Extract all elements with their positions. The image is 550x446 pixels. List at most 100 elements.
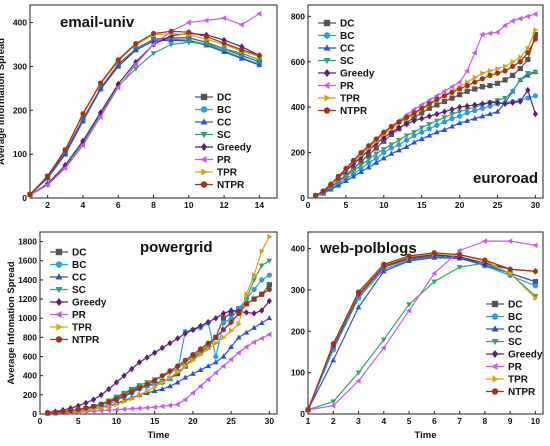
data-point — [228, 356, 234, 363]
legend-marker — [491, 325, 499, 332]
data-point — [479, 84, 485, 90]
data-point — [525, 95, 531, 101]
legend-marker — [491, 362, 498, 371]
legend-label: TPR — [217, 168, 238, 179]
data-point — [174, 379, 181, 385]
data-point — [510, 63, 516, 69]
data-point — [45, 173, 51, 179]
data-point — [464, 83, 470, 89]
data-point — [205, 318, 211, 326]
series-Greedy — [305, 251, 539, 414]
data-point — [128, 405, 134, 412]
series-line — [307, 262, 536, 411]
data-point — [365, 157, 372, 163]
data-point — [259, 248, 265, 255]
data-point — [258, 263, 265, 269]
data-point — [189, 390, 195, 396]
legend-label: SC — [340, 56, 354, 67]
x-tick-label: 8 — [151, 200, 156, 210]
legend-marker — [55, 286, 63, 294]
data-point — [150, 51, 157, 57]
data-point — [494, 70, 501, 76]
chart-title: euroroad — [473, 170, 538, 187]
data-point — [159, 403, 165, 410]
legend-label: DC — [217, 93, 231, 104]
data-point — [487, 83, 493, 89]
y-tick-label: 600 — [291, 57, 305, 67]
y-tick-label: 300 — [13, 61, 27, 71]
data-point — [45, 410, 51, 416]
legend-marker — [56, 323, 63, 331]
data-point — [136, 385, 142, 391]
data-point — [197, 383, 203, 390]
data-point — [150, 30, 157, 37]
series-Greedy — [45, 297, 272, 416]
data-point — [373, 159, 380, 165]
data-point — [243, 309, 250, 316]
x-tick-label: 25 — [226, 416, 236, 426]
data-point — [434, 129, 440, 135]
y-tick-label: 200 — [291, 148, 305, 158]
y-tick-label: 400 — [291, 244, 305, 254]
data-point — [150, 37, 157, 44]
x-tick-label: 0 — [38, 416, 43, 426]
data-point — [479, 100, 485, 108]
data-point — [212, 369, 218, 376]
data-point — [220, 363, 226, 369]
x-tick-label: 2 — [45, 200, 50, 210]
data-point — [449, 89, 455, 96]
data-point — [487, 103, 493, 109]
data-point — [471, 49, 477, 56]
x-tick-label: 5 — [344, 200, 349, 210]
chart-title: powergrid — [140, 239, 213, 256]
data-point — [106, 403, 112, 410]
data-point — [190, 352, 196, 358]
data-point — [380, 147, 387, 153]
legend-marker — [491, 388, 499, 395]
data-point — [144, 404, 150, 411]
data-point — [80, 118, 86, 124]
data-point — [251, 324, 257, 330]
data-point — [244, 291, 250, 298]
legend-label: SC — [217, 130, 231, 141]
data-point — [426, 101, 432, 107]
data-point — [183, 363, 189, 369]
data-point — [434, 110, 440, 118]
chart-title: web-polblogs — [319, 240, 417, 257]
data-point — [381, 138, 387, 144]
y-tick-label: 200 — [23, 390, 37, 400]
data-point — [518, 54, 524, 61]
series-line — [29, 13, 260, 196]
data-point — [517, 98, 523, 105]
series-line — [307, 252, 536, 411]
y-axis-label: Average Infomation Spread — [6, 261, 17, 384]
data-point — [266, 272, 272, 278]
data-point — [213, 314, 219, 322]
y-tick-label: 600 — [23, 352, 37, 362]
data-point — [525, 86, 531, 94]
data-point — [80, 111, 86, 117]
x-tick-label: 20 — [455, 200, 465, 210]
legend-label: BC — [217, 105, 231, 116]
x-tick-label: 30 — [265, 416, 275, 426]
data-point — [160, 379, 166, 386]
data-point — [495, 65, 501, 72]
data-point — [486, 30, 493, 37]
series-line — [29, 39, 260, 195]
data-point — [480, 70, 486, 76]
data-point — [434, 102, 440, 108]
data-point — [243, 301, 250, 307]
legend-label: SC — [508, 337, 522, 348]
y-tick-label: 800 — [23, 332, 37, 342]
x-tick-label: 12 — [219, 200, 229, 210]
data-point — [243, 329, 250, 335]
data-point — [373, 136, 379, 142]
data-point — [464, 107, 471, 113]
data-point — [481, 238, 487, 244]
legend-marker — [323, 44, 331, 51]
data-point — [457, 252, 463, 258]
x-tick-label: 10 — [379, 200, 389, 210]
data-point — [403, 143, 410, 149]
legend-label: TPR — [72, 323, 93, 334]
